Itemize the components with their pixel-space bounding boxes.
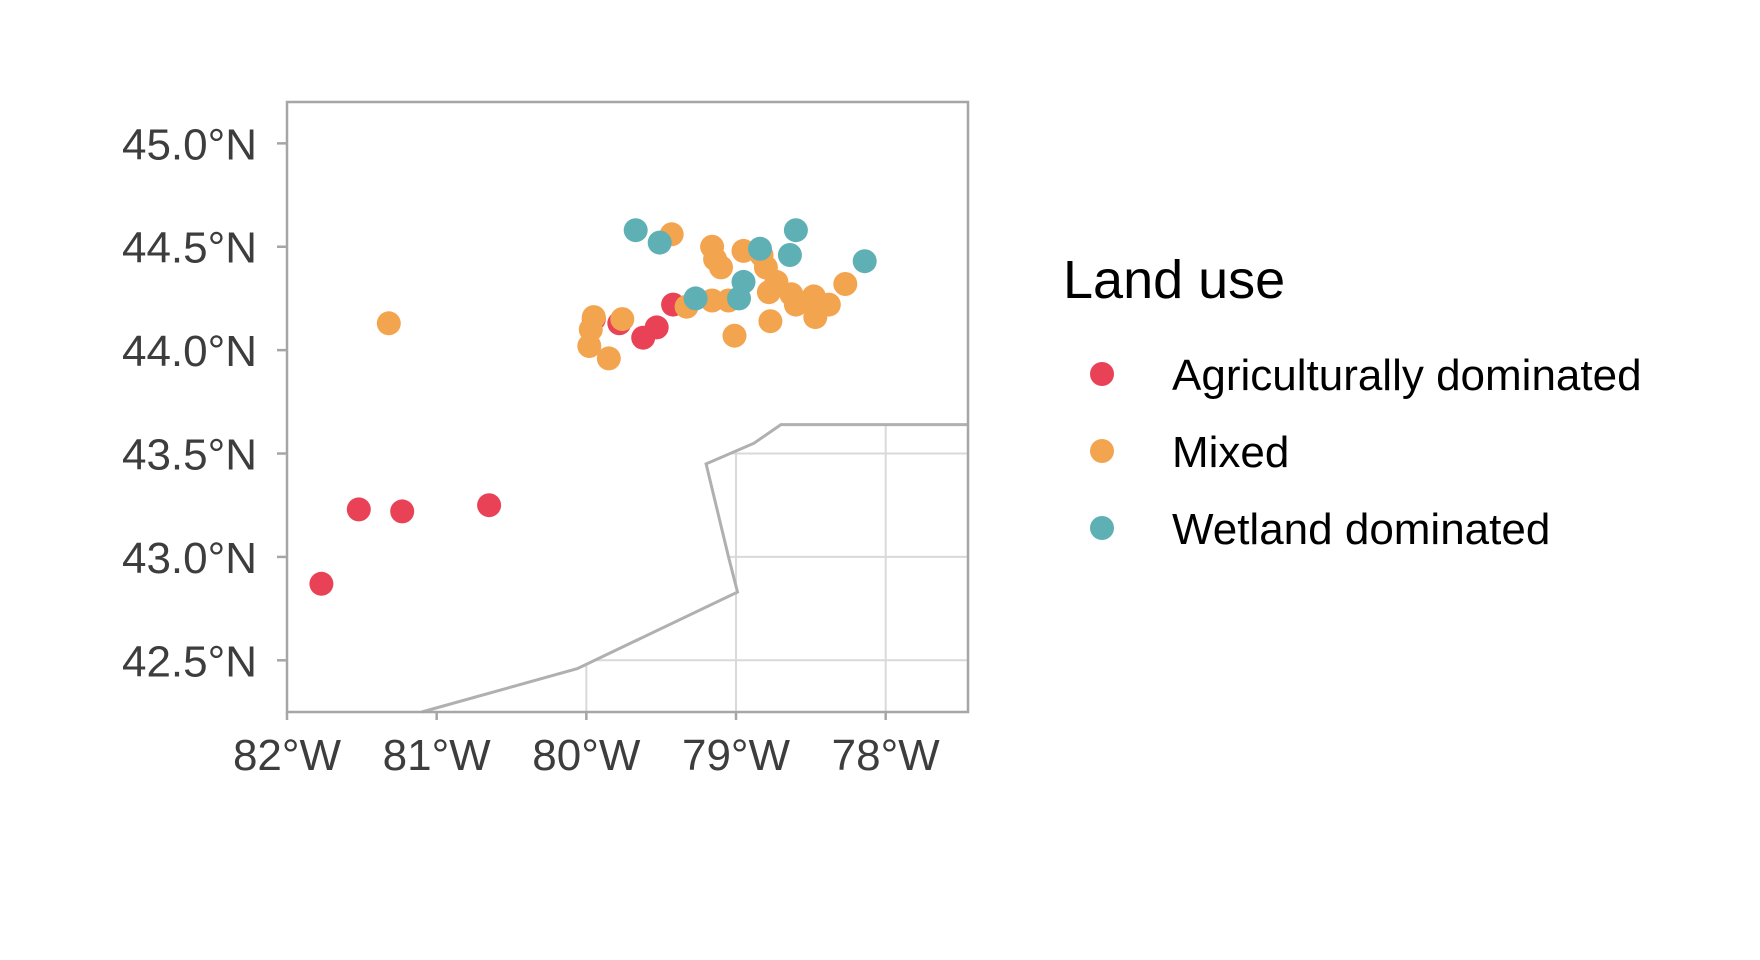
data-point	[852, 249, 877, 274]
data-point	[309, 571, 334, 596]
data-point	[581, 305, 606, 330]
y-axis: 42.5°N 43.0°N 43.5°N 44.0°N 44.5°N 45.0°N	[122, 120, 287, 686]
y-tick-label: 44.0°N	[122, 327, 257, 376]
data-point	[833, 272, 858, 296]
data-point	[758, 309, 783, 334]
y-tick-label: 43.5°N	[122, 431, 257, 480]
x-tick-label: 78°W	[832, 731, 941, 780]
data-point	[748, 236, 772, 261]
legend-swatch	[1090, 439, 1114, 463]
data-point	[683, 286, 708, 311]
y-tick-label: 45.0°N	[122, 120, 257, 169]
legend-swatch	[1090, 516, 1114, 540]
y-tick-label: 42.5°N	[122, 637, 257, 686]
data-point	[376, 311, 401, 336]
data-point	[777, 243, 802, 267]
data-point	[644, 315, 669, 340]
data-point	[783, 218, 808, 243]
legend-label: Wetland dominated	[1172, 505, 1550, 554]
data-point	[477, 493, 502, 518]
data-point	[390, 499, 415, 524]
data-point	[709, 255, 733, 280]
data-point	[731, 269, 756, 294]
x-tick-label: 80°W	[532, 731, 641, 780]
graticule-lines	[421, 424, 968, 712]
x-axis: 82°W 81°W 80°W 79°W 78°W	[233, 712, 940, 780]
data-point	[623, 218, 648, 243]
x-tick-label: 81°W	[383, 731, 492, 780]
legend: Land use Agriculturally dominated Mixed We…	[1063, 250, 1642, 554]
x-tick-label: 79°W	[682, 731, 791, 780]
data-point	[610, 307, 635, 332]
data-point	[346, 497, 371, 522]
x-tick-label: 82°W	[233, 731, 342, 780]
lake-shoreline	[421, 423, 968, 714]
y-tick-label: 44.5°N	[122, 224, 257, 273]
legend-label: Mixed	[1172, 428, 1289, 477]
y-tick-label: 43.0°N	[122, 534, 257, 583]
map-panel-border	[285, 100, 970, 714]
data-point	[816, 292, 841, 317]
data-point	[596, 346, 621, 371]
data-point	[647, 230, 672, 255]
data-points	[309, 218, 877, 596]
data-point	[783, 292, 808, 317]
legend-items: Agriculturally dominated Mixed Wetland dom…	[1090, 351, 1642, 554]
legend-label: Agriculturally dominated	[1172, 351, 1642, 400]
legend-title: Land use	[1063, 250, 1285, 310]
legend-swatch	[1090, 362, 1114, 386]
data-point	[722, 323, 747, 348]
